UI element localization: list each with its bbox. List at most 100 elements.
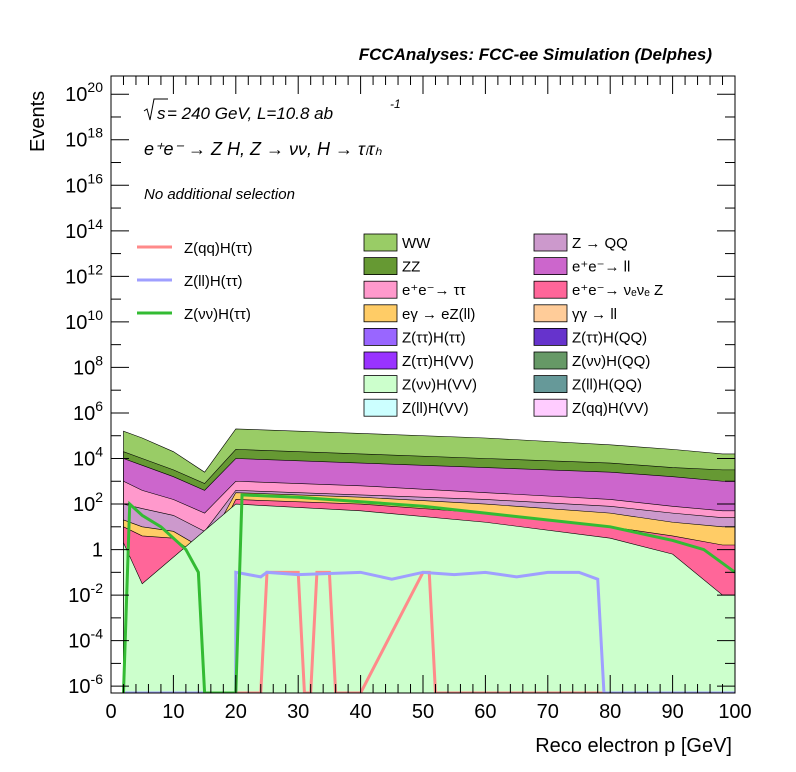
y-tick-exponent: -2 [91,580,104,596]
y-tick-label: 10-6 [68,671,103,698]
signal-legend-label: Z(qq)H(ττ) [184,240,253,257]
signal-legend-label: Z(ll)H(ττ) [184,273,243,290]
background-legend-label: WW [402,235,431,252]
y-tick-base: 10 [65,266,87,288]
y-tick-base: 10 [68,631,90,653]
background-legend-swatch [533,257,568,276]
y-tick-exponent: 4 [95,443,103,459]
background-legend-label: Z(ττ)H(QQ) [572,329,647,346]
background-legend-swatch [533,351,568,370]
background-legend-label: ZZ [402,259,420,276]
sqrt-s-letter: s [157,104,166,123]
signal-line-z-ll-h-1 [123,570,735,693]
y-tick-label: 10-2 [68,580,103,607]
x-tick-label: 30 [287,701,309,723]
background-legend-swatch [363,280,398,299]
x-tick-label: 0 [105,701,116,723]
y-tick-label: 102 [73,489,103,516]
x-tick-label: 70 [537,701,559,723]
y-tick-label: 106 [73,398,103,425]
background-legend-label: e⁺e⁻→ ll [572,259,630,276]
y-tick-label: 104 [73,443,103,470]
y-tick-label: 1016 [65,170,103,197]
x-tick-label: 50 [412,701,434,723]
background-legend-label: Z → QQ [572,235,628,252]
signal-line-z-h-2 [121,493,735,693]
background-legend-swatch [533,233,568,252]
sqrt-symbol [143,98,168,121]
x-axis-label: Reco electron p [GeV] [535,735,732,757]
y-tick-label: 1020 [65,79,103,106]
background-legend: WW Z → QQ ZZ e⁺e⁻→ ll e⁺e⁻→ ττ e⁺e⁻→ νₑνₑ Z eγ… [363,233,663,417]
y-tick-exponent: 16 [87,170,103,186]
signal-lines [121,493,735,693]
y-tick-base: 10 [65,175,87,197]
y-tick-label: 10-4 [68,626,103,653]
y-tick-label: 1 [92,540,103,562]
background-legend-swatch [363,304,398,323]
background-legend-label: Z(ll)H(VV) [402,400,469,417]
background-legend-label: Z(ll)H(QQ) [572,377,642,394]
background-legend-label: Z(ττ)H(ττ) [402,329,466,346]
x-axis: 0 10 20 30 40 50 60 70 80 90 100 [105,76,752,723]
y-tick-exponent: 12 [87,261,103,277]
y-tick-exponent: -6 [91,671,104,687]
background-legend-swatch [363,375,398,394]
y-tick-label: 1018 [65,125,103,152]
y-tick-base: 10 [73,357,95,379]
background-legend-swatch [363,327,398,346]
x-tick-label: 40 [349,701,371,723]
signal-legend-label: Z(νν)H(ττ) [184,306,251,323]
background-legend-label: e⁺e⁻→ νₑνₑ Z [572,282,663,299]
process-annotation: e⁺e⁻ → Z H, Z → νν, H → τₗτₕ [144,139,382,159]
y-tick-base: 10 [65,221,87,243]
background-legend-swatch [533,304,568,323]
x-tick-label: 80 [599,701,621,723]
y-tick-base: 10 [73,403,95,425]
background-legend-label: e⁺e⁻→ ττ [402,282,466,299]
energy-lumi-text: = 240 GeV, L=10.8 ab [167,104,333,123]
y-tick-label: 1012 [65,261,103,288]
lumi-exponent: -1 [390,97,401,111]
y-tick-exponent: 2 [95,489,103,505]
y-tick-label: 1014 [65,216,103,243]
background-legend-swatch [533,280,568,299]
y-tick-exponent: 8 [95,352,103,368]
background-legend-swatch [363,398,398,417]
y-tick-exponent: 18 [87,125,103,141]
background-legend-label: Z(qq)H(VV) [572,400,649,417]
stack-layers [123,428,735,693]
y-tick-base: 10 [65,84,87,106]
y-tick-label: 108 [73,352,103,379]
y-tick-exponent: -4 [91,626,104,642]
y-tick-base: 10 [65,130,87,152]
chart-title: FCCAnalyses: FCC-ee Simulation (Delphes) [359,45,713,64]
y-tick-base: 10 [73,494,95,516]
x-tick-label: 10 [162,701,184,723]
background-legend-swatch [533,327,568,346]
background-legend-label: Z(νν)H(QQ) [572,353,650,370]
sqrt-s-annotation: s = 240 GeV, L=10.8 ab -1 [143,97,401,123]
y-tick-exponent: 20 [87,79,103,95]
background-legend-label: Z(νν)H(VV) [402,377,477,394]
y-tick-base: 10 [73,448,95,470]
x-tick-label: 20 [225,701,247,723]
x-tick-label: 100 [718,701,751,723]
y-tick-exponent: 14 [87,216,103,232]
background-legend-swatch [533,375,568,394]
y-tick-exponent: 6 [95,398,103,414]
y-tick-base: 10 [68,676,90,698]
background-legend-label: Z(ττ)H(VV) [402,353,474,370]
y-tick-label: 1010 [65,307,103,334]
background-legend-swatch [363,351,398,370]
y-axis-label: Events [27,91,49,152]
x-tick-label: 90 [661,701,683,723]
y-tick-exponent: 10 [87,307,103,323]
y-axis: 10-610-410-21102104106108101010121014101… [65,79,735,698]
y-tick-base: 10 [68,585,90,607]
x-tick-label: 60 [474,701,496,723]
background-legend-label: γγ → ll [572,306,617,323]
background-legend-swatch [363,257,398,276]
y-tick-base: 10 [65,312,87,334]
